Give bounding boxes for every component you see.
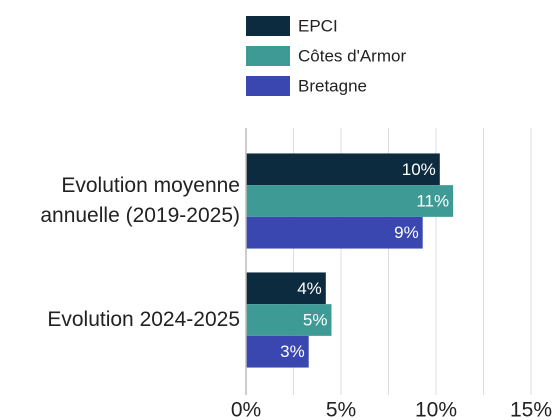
legend-swatch	[246, 46, 290, 66]
bar	[246, 335, 309, 368]
x-tick-label: 15%	[510, 399, 552, 420]
data-label: 5%	[303, 310, 328, 329]
legend-swatch	[246, 76, 290, 96]
y-tick-label: Evolution moyenne annuelle (2019-2025)	[40, 174, 240, 227]
bar	[246, 185, 454, 217]
bar	[246, 216, 423, 249]
legend-label: Bretagne	[298, 76, 367, 95]
data-label: 9%	[394, 223, 419, 242]
x-tick-label: 0%	[231, 399, 261, 420]
bar	[246, 304, 332, 336]
x-tick-label: 10%	[415, 399, 457, 420]
legend-label: EPCI	[298, 16, 338, 35]
data-label: 3%	[280, 342, 305, 361]
x-tick-label: 5%	[326, 399, 356, 420]
data-label: 4%	[297, 279, 322, 298]
bar	[246, 153, 440, 186]
data-label: 11%	[416, 191, 449, 210]
data-label: 10%	[402, 160, 436, 179]
y-tick-label: Evolution 2024-2025	[47, 308, 240, 331]
legend-swatch	[246, 16, 290, 36]
legend-label: Côtes d'Armor	[298, 46, 406, 65]
bar	[246, 272, 326, 305]
